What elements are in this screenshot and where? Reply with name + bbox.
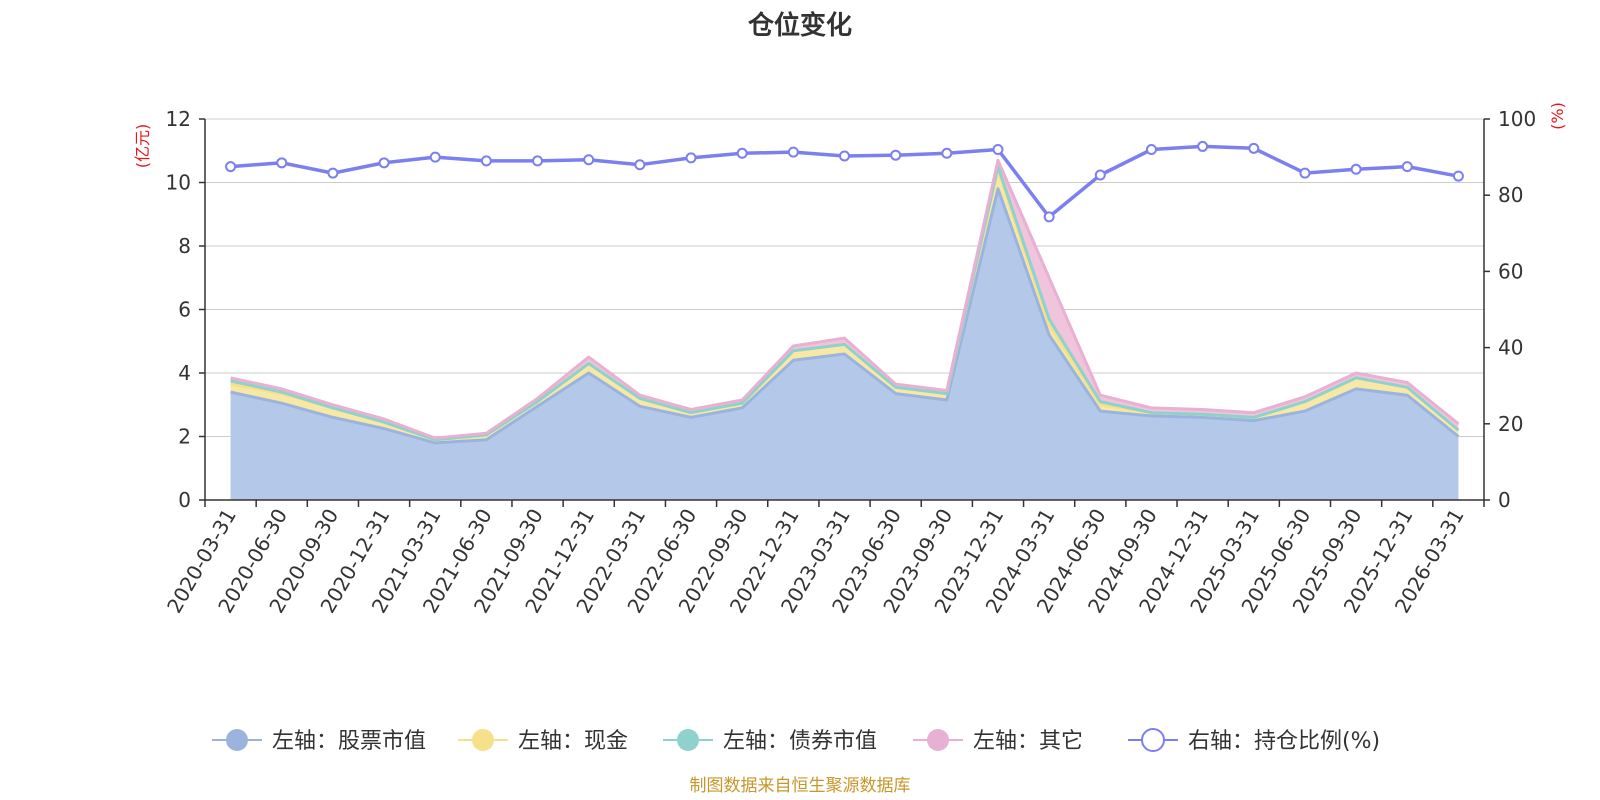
legend-label: 左轴：现金 bbox=[518, 729, 628, 754]
left-tick-label: 6 bbox=[178, 298, 191, 322]
ratio-point bbox=[1299, 167, 1311, 179]
ratio-point bbox=[890, 149, 902, 161]
ratio-point bbox=[532, 155, 544, 167]
right-tick-label: 40 bbox=[1498, 336, 1523, 360]
legend-item: 右轴：持仓比例(%) bbox=[1128, 728, 1380, 754]
legend-item: 左轴：债券市值 bbox=[663, 729, 877, 754]
ratio-point bbox=[276, 157, 288, 169]
right-tick-label: 0 bbox=[1498, 488, 1511, 512]
legend-item: 左轴：其它 bbox=[913, 729, 1083, 754]
left-tick-label: 4 bbox=[178, 361, 191, 385]
ratio-point bbox=[685, 152, 697, 164]
left-tick-label: 8 bbox=[178, 234, 191, 258]
legend-label: 左轴：债券市值 bbox=[723, 729, 877, 754]
stacked-areas bbox=[230, 158, 1460, 501]
ratio-point bbox=[1350, 163, 1362, 175]
legend-label: 右轴：持仓比例(%) bbox=[1188, 729, 1380, 754]
data-source-note: 制图数据来自恒生聚源数据库 bbox=[690, 776, 911, 796]
ratio-point bbox=[1248, 142, 1260, 154]
ratio-point bbox=[941, 147, 953, 159]
legend-marker bbox=[927, 729, 949, 751]
right-tick-label: 20 bbox=[1498, 412, 1523, 436]
legend: 左轴：股票市值 左轴：现金 左轴：债券市值 左轴：其它 右轴：持仓比例(%) bbox=[212, 728, 1380, 754]
ratio-point bbox=[429, 151, 441, 163]
ratio-point bbox=[327, 167, 339, 179]
left-axis-unit: (亿元) bbox=[133, 124, 152, 169]
ratio-point bbox=[839, 150, 850, 162]
left-tick-label: 2 bbox=[178, 425, 191, 449]
area-line-左轴：股票市值 bbox=[230, 187, 1460, 445]
legend-marker bbox=[677, 729, 699, 751]
legend-item: 左轴：股票市值 bbox=[212, 729, 426, 754]
legend-label: 左轴：股票市值 bbox=[272, 729, 426, 754]
legend-marker bbox=[226, 729, 248, 751]
ratio-point bbox=[583, 154, 595, 166]
legend-marker bbox=[472, 729, 494, 751]
ratio-point bbox=[1043, 211, 1055, 223]
area-左轴：股票市值 bbox=[230, 188, 1459, 501]
legend-marker bbox=[1141, 728, 1165, 752]
ratio-point bbox=[1452, 170, 1464, 182]
area-line-左轴：其它 bbox=[230, 158, 1460, 440]
left-tick-label: 12 bbox=[166, 107, 191, 131]
ratio-point bbox=[787, 146, 799, 158]
right-tick-label: 100 bbox=[1498, 107, 1536, 131]
ratio-point bbox=[1401, 161, 1413, 173]
ratio-point bbox=[1145, 143, 1157, 155]
ratio-point bbox=[634, 159, 646, 171]
ratio-point bbox=[992, 143, 1004, 155]
ratio-point bbox=[225, 161, 237, 173]
ratio-point bbox=[1094, 169, 1106, 181]
right-axis-unit: (%) bbox=[1548, 102, 1567, 130]
area-line-左轴：债券市值 bbox=[230, 165, 1460, 442]
left-tick-label: 0 bbox=[178, 488, 191, 512]
legend-item: 左轴：现金 bbox=[458, 729, 628, 754]
right-tick-label: 80 bbox=[1498, 183, 1523, 207]
ratio-point bbox=[480, 155, 492, 167]
left-tick-label: 10 bbox=[166, 171, 191, 195]
right-tick-label: 60 bbox=[1498, 259, 1523, 283]
ratio-point bbox=[736, 147, 748, 159]
ratio-point bbox=[1197, 140, 1209, 152]
legend-label: 左轴：其它 bbox=[973, 729, 1083, 754]
ratio-point bbox=[378, 157, 390, 169]
chart-title: 仓位变化 bbox=[747, 10, 852, 41]
position-ratio-series bbox=[225, 140, 1464, 223]
